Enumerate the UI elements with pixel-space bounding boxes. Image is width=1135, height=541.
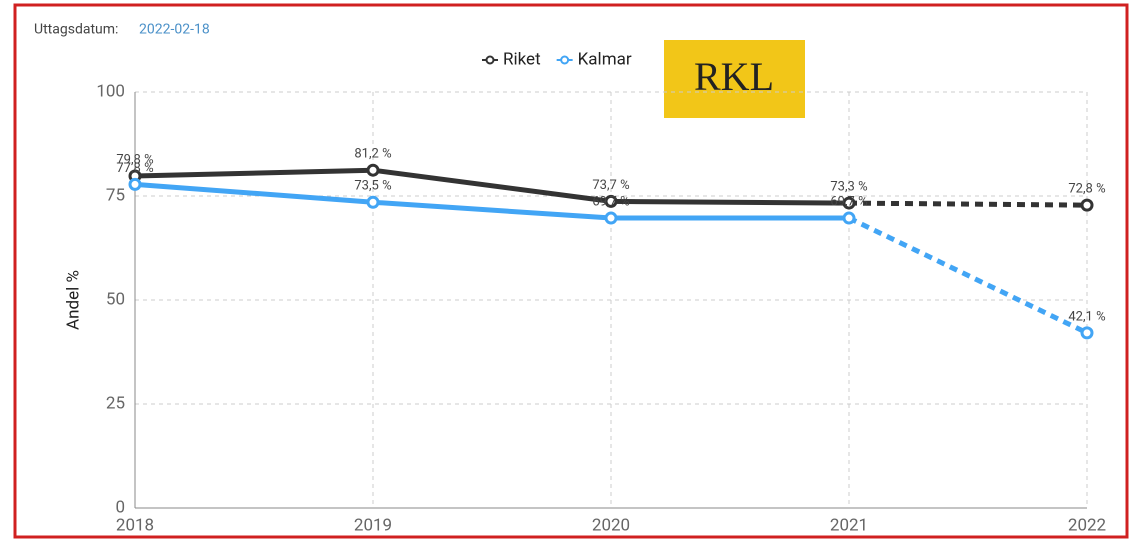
x-tick-label: 2020 [592,515,630,535]
point [366,163,380,177]
y-tick-label: 50 [106,289,125,309]
legend-marker [560,55,570,65]
y-axis-label: Andel % [63,270,83,330]
header-label: Uttagsdatum: [34,22,118,38]
value-label: 72,8 % [1068,182,1105,197]
value-label: 42,1 % [1068,309,1105,324]
point [842,211,856,225]
value-label: 77,8 % [116,161,153,176]
y-tick-label: 100 [96,81,125,101]
line [134,181,849,221]
y-tick-label: 0 [115,497,125,517]
legend-label: Riket [503,49,541,69]
point [128,177,142,191]
y-tick-label: 75 [106,185,125,205]
point [366,195,380,209]
value-label: 81,2 % [354,147,391,162]
x-tick-label: 2021 [830,515,868,535]
point [604,194,618,208]
point [842,196,856,210]
legend-label: Kalmar [578,49,632,69]
x-tick-label: 2018 [116,515,154,535]
value-label: 73,5 % [354,179,391,194]
value-label: 73,7 % [592,178,629,193]
line-projection [848,200,1088,208]
value-label: 69,7 % [592,194,629,209]
point [604,211,618,225]
badge-box [664,40,805,118]
value-label: 79,8 % [116,152,153,167]
line-projection [847,215,1089,336]
frame [13,3,1129,539]
header-date: 2022-02-18 [139,22,210,38]
point [1080,326,1094,340]
value-label: 69,7 % [830,194,867,209]
line [134,167,850,206]
x-tick-label: 2022 [1068,515,1106,535]
y-tick-label: 25 [106,393,125,413]
x-tick-label: 2019 [354,515,392,535]
value-label: 73,3 % [830,180,867,195]
point [1080,198,1094,212]
legend-marker [485,55,495,65]
